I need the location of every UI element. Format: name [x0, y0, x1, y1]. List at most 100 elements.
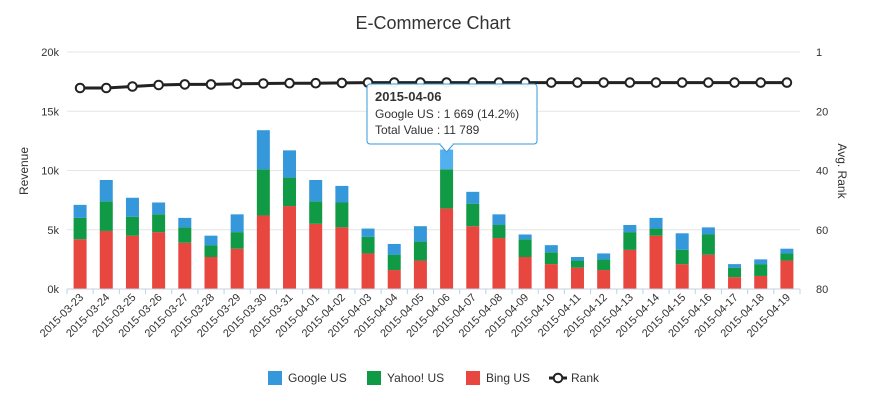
- rank-point: [781, 77, 793, 88]
- y-axis-title: Revenue: [17, 147, 31, 195]
- bar-yahoo-us: [178, 227, 192, 243]
- tooltip: 2015-04-06 Google US : 1 669 (14.2%) Total…: [366, 83, 538, 153]
- bar-yahoo-us: [701, 234, 715, 255]
- rank-point: [100, 82, 112, 94]
- rank-point: [572, 77, 583, 88]
- rank-point: [153, 79, 164, 91]
- rank-point: [676, 77, 688, 88]
- bar-yahoo-us: [597, 259, 611, 271]
- bar-google-us: [440, 149, 454, 170]
- bar-yahoo-us: [518, 239, 532, 258]
- y2-tick-label: 1: [816, 47, 822, 59]
- rank-point: [598, 77, 609, 88]
- legend-swatch: [367, 371, 381, 385]
- bar-google-us: [125, 197, 139, 217]
- bar-bing-us: [204, 257, 218, 289]
- bar-yahoo-us: [309, 201, 323, 224]
- y-tick-label: 0k: [47, 284, 59, 296]
- tooltip-line: Total Value : 11 789: [375, 123, 480, 137]
- legend-label: Google US: [288, 371, 347, 385]
- bar-google-us: [570, 257, 584, 261]
- rank-point: [703, 77, 714, 88]
- y-tick-label: 10k: [41, 166, 59, 178]
- legend-label: Rank: [571, 371, 600, 385]
- bars: [73, 130, 794, 289]
- bar-yahoo-us: [204, 245, 218, 258]
- bar-yahoo-us: [152, 214, 166, 233]
- left-axis: 0k 5k 10k 15k 20k: [41, 47, 59, 296]
- bar-bing-us: [152, 232, 166, 289]
- bar-google-us: [204, 235, 218, 246]
- y-tick-label: 20k: [41, 47, 59, 59]
- bar-google-us: [283, 150, 297, 178]
- bar-yahoo-us: [728, 267, 742, 278]
- bar-bing-us: [99, 230, 113, 289]
- bar-yahoo-us: [623, 232, 637, 250]
- bar-bing-us: [597, 270, 611, 289]
- bar-google-us: [73, 204, 87, 218]
- bar-google-us: [152, 202, 166, 215]
- bar-bing-us: [387, 270, 401, 289]
- y2-tick-label: 40: [816, 166, 828, 178]
- bar-yahoo-us: [125, 216, 139, 236]
- bar-bing-us: [178, 242, 192, 289]
- bar-yahoo-us: [675, 249, 689, 265]
- bar-yahoo-us: [754, 264, 768, 276]
- bar-google-us: [387, 243, 401, 255]
- bar-yahoo-us: [283, 177, 297, 207]
- rank-point: [258, 78, 269, 89]
- bar-bing-us: [570, 267, 584, 289]
- bar-bing-us: [518, 257, 532, 289]
- bar-yahoo-us: [780, 253, 794, 261]
- bar-google-us: [623, 225, 637, 233]
- tooltip-pointer: [439, 143, 454, 153]
- bar-google-us: [492, 214, 506, 226]
- bar-google-us: [544, 245, 558, 253]
- bar-bing-us: [361, 253, 375, 289]
- rank-point: [336, 77, 348, 89]
- x-axis: 2015-03-232015-03-242015-03-252015-03-26…: [38, 288, 801, 340]
- bar-yahoo-us: [544, 252, 558, 265]
- bar-yahoo-us: [466, 203, 480, 227]
- bar-yahoo-us: [361, 236, 375, 254]
- bar-google-us: [675, 233, 689, 250]
- bar-yahoo-us: [99, 201, 113, 231]
- bar-bing-us: [256, 215, 270, 289]
- bar-bing-us: [283, 206, 297, 289]
- y2-tick-label: 80: [816, 284, 828, 296]
- legend-swatch: [268, 371, 282, 385]
- bar-yahoo-us: [413, 241, 427, 261]
- y-tick-label: 5k: [47, 225, 59, 237]
- bar-bing-us: [492, 238, 506, 289]
- bar-yahoo-us: [73, 217, 87, 240]
- bar-google-us: [754, 259, 768, 265]
- bar-bing-us: [230, 248, 244, 289]
- bar-google-us: [309, 179, 323, 202]
- bar-google-us: [178, 217, 192, 228]
- bar-bing-us: [125, 235, 139, 289]
- rank-point: [624, 77, 636, 88]
- bar-yahoo-us: [440, 169, 454, 209]
- bar-yahoo-us: [649, 228, 663, 236]
- bar-bing-us: [649, 235, 663, 289]
- rank-point: [284, 77, 295, 89]
- bar-yahoo-us: [335, 202, 349, 228]
- legend: Google US Yahoo! US Bing US Rank: [268, 371, 600, 385]
- bar-bing-us: [440, 208, 454, 289]
- bar-google-us: [649, 217, 663, 229]
- bar-bing-us: [309, 223, 323, 289]
- right-axis: 1 20 40 60 80: [816, 47, 828, 296]
- bar-bing-us: [544, 264, 558, 289]
- rank-point: [205, 79, 217, 90]
- tooltip-pointer-mask: [440, 143, 453, 145]
- bar-bing-us: [754, 275, 768, 289]
- legend-marker: [552, 372, 564, 384]
- legend-label: Bing US: [486, 371, 530, 385]
- y2-axis-title: Avg. Rank: [835, 143, 849, 199]
- rank-point: [74, 82, 86, 94]
- bar-google-us: [597, 253, 611, 260]
- bar-google-us: [728, 264, 742, 268]
- bar-google-us: [780, 248, 794, 254]
